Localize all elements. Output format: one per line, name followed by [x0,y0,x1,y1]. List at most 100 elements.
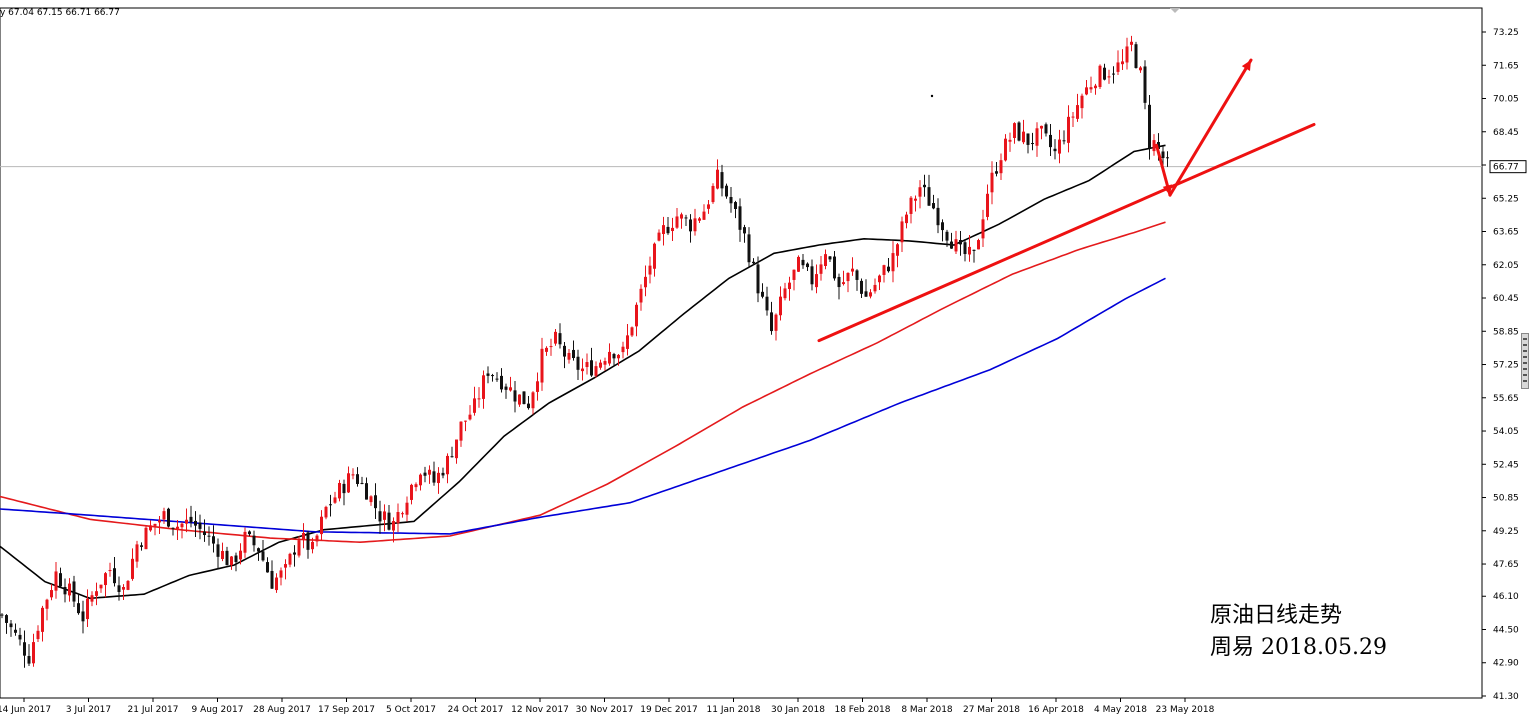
candle [95,582,98,606]
candle [1022,119,1025,145]
candle [527,396,530,410]
candle [117,576,121,601]
candle [149,520,152,532]
candle [302,523,305,549]
candlesticks [0,35,1169,668]
candle [225,546,229,566]
candle [716,159,719,190]
candle [495,372,499,382]
candle [626,324,629,356]
candle [725,183,728,199]
x-tick-label: 19 Dec 2017 [640,705,698,715]
candle [86,589,89,628]
candle [1080,93,1084,119]
candle [279,567,283,586]
candle [603,357,607,371]
candle [212,525,215,553]
candle [621,341,625,359]
x-tick-label: 9 Aug 2017 [192,705,244,715]
candle [914,195,917,212]
candle [729,187,733,213]
candle [297,536,301,558]
x-tick-label: 3 Jul 2017 [66,705,111,715]
x-tick-label: 11 Jan 2018 [707,705,761,715]
candle [981,209,985,248]
candle [158,516,161,535]
ma-short-line [0,144,1166,600]
candle [153,523,157,536]
candle [5,614,8,634]
candle [41,605,44,642]
x-tick-label: 23 May 2018 [1156,705,1215,715]
candle [909,195,913,224]
candle [1107,69,1111,84]
candle [824,249,827,270]
candle [315,534,319,547]
candle [869,289,872,299]
candle [257,547,260,561]
candle [167,507,170,528]
candle [77,593,80,615]
candle [104,572,107,598]
x-tick-label: 28 Aug 2017 [253,705,311,715]
y-tick-label: 50.85 [1493,494,1519,504]
candle [248,530,251,537]
candle [405,496,409,522]
candle [360,476,364,485]
y-tick-label: 65.25 [1493,194,1519,204]
candle [1094,83,1097,95]
candle [383,504,386,532]
candle [1008,132,1012,152]
candle [860,278,863,298]
candle [617,353,620,366]
y-tick-label: 71.65 [1493,61,1519,71]
candle [1058,129,1061,164]
x-tick-label: 21 Jul 2017 [128,705,179,715]
current-price-box [1489,160,1527,174]
candle [356,467,359,487]
candle [437,467,440,494]
candle [365,477,368,500]
candle [774,313,778,341]
candle [333,491,337,504]
candle [936,198,940,234]
candle [459,421,463,447]
candle [639,284,643,311]
candle [320,510,323,541]
candle [941,219,944,242]
plot-frame [0,7,1483,699]
candle [968,235,971,262]
candle [14,623,17,636]
candle [221,542,224,562]
candle [1166,151,1169,167]
annotation-author-date: 周易 2018.05.29 [1210,635,1387,660]
candle [1134,41,1138,69]
candle [950,232,953,249]
candle [135,540,139,568]
scroll-handle[interactable] [1521,333,1529,389]
y-tick-label: 47.65 [1493,560,1519,570]
candle [1035,122,1039,157]
candle [644,265,647,297]
candle [230,556,233,570]
candle [765,286,769,316]
x-tick-label: 30 Jan 2018 [771,705,825,715]
candle [779,286,782,321]
candle [374,483,377,520]
candle [1130,35,1133,52]
candle [536,372,539,401]
candle [657,229,661,242]
candle [419,473,422,491]
candle [842,270,845,286]
candle [806,262,809,272]
candle [1125,37,1129,70]
x-tick-label: 4 May 2018 [1094,705,1147,715]
candle [261,540,265,562]
candle [1062,130,1066,145]
candle [473,386,476,416]
candle [113,557,116,587]
candle [1112,66,1115,84]
candle [482,370,485,409]
candle [549,338,553,356]
